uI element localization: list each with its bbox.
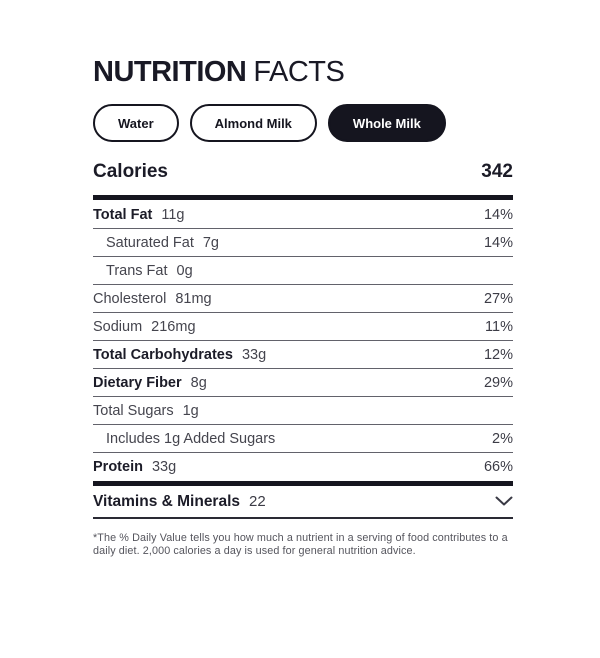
- nutrient-amount: 81mg: [175, 290, 212, 307]
- nutrient-daily-value: 12%: [483, 346, 513, 363]
- nutrient-row: Saturated Fat 7g 14%: [93, 229, 513, 257]
- nutrient-row: Total Carbohydrates 33g 12%: [93, 341, 513, 369]
- nutrition-facts-panel: NUTRITION FACTS Water Almond Milk Whole M…: [93, 58, 513, 559]
- nutrient-row: Total Fat 11g 14%: [93, 201, 513, 229]
- nutrient-label: Includes 1g Added Sugars: [106, 430, 276, 447]
- nutrient-label: Total Fat: [93, 206, 153, 223]
- nutrient-amount: 216mg: [151, 318, 196, 335]
- nutrient-rows: Total Fat 11g 14% Saturated Fat 7g 14% T…: [93, 201, 513, 481]
- nutrient-row: Dietary Fiber 8g 29%: [93, 369, 513, 397]
- page-title-secondary: FACTS: [253, 56, 345, 88]
- vitamins-minerals-row[interactable]: Vitamins & Minerals 22: [93, 486, 513, 519]
- nutrient-amount: 33g: [241, 346, 267, 363]
- nutrient-label: Sodium: [93, 318, 143, 335]
- daily-value-footnote: *The % Daily Value tells you how much a …: [93, 532, 508, 558]
- nutrient-label: Total Carbohydrates: [93, 346, 233, 363]
- nutrient-row: Protein 33g 66%: [93, 453, 513, 481]
- nutrient-row: Includes 1g Added Sugars 2%: [93, 425, 513, 453]
- nutrient-label: Trans Fat: [106, 262, 168, 279]
- nutrient-row: Trans Fat 0g: [93, 257, 513, 285]
- nutrient-amount: 0g: [176, 262, 193, 279]
- nutrient-daily-value: 29%: [483, 374, 513, 391]
- nutrient-daily-value: 14%: [483, 234, 513, 251]
- chevron-down-icon[interactable]: [495, 496, 513, 507]
- beverage-tab-almond-milk[interactable]: Almond Milk: [189, 104, 317, 142]
- vitamins-minerals-count: 22: [249, 492, 266, 510]
- calories-row: Calories 342: [93, 161, 513, 183]
- nutrient-amount: 11g: [161, 206, 185, 223]
- nutrient-daily-value: 27%: [483, 290, 513, 307]
- page-title-primary: NUTRITION: [93, 56, 247, 88]
- divider-thick-bottom: [93, 481, 513, 486]
- divider-thick-top: [93, 195, 513, 200]
- nutrient-label: Total Sugars: [93, 402, 174, 419]
- calories-label: Calories: [93, 161, 168, 182]
- nutrient-amount: 7g: [202, 234, 219, 251]
- nutrient-daily-value: 66%: [483, 459, 513, 475]
- nutrient-daily-value: 2%: [492, 430, 513, 447]
- vitamins-minerals-label: Vitamins & Minerals: [93, 492, 241, 510]
- nutrient-amount: 33g: [151, 459, 177, 475]
- nutrient-label: Protein: [93, 459, 143, 475]
- beverage-tab-water[interactable]: Water: [93, 104, 179, 142]
- nutrient-amount: 8g: [190, 374, 207, 391]
- beverage-tabs: Water Almond Milk Whole Milk: [93, 104, 513, 142]
- calories-value: 342: [481, 161, 513, 182]
- nutrient-label: Saturated Fat: [106, 234, 194, 251]
- nutrient-daily-value: 11%: [485, 318, 513, 335]
- page-title: NUTRITION FACTS: [93, 58, 513, 87]
- nutrient-label: Cholesterol: [93, 290, 167, 307]
- nutrient-row: Total Sugars 1g: [93, 397, 513, 425]
- nutrient-amount: 1g: [182, 402, 199, 419]
- beverage-tab-whole-milk[interactable]: Whole Milk: [327, 104, 446, 142]
- nutrient-label: Dietary Fiber: [93, 374, 182, 391]
- nutrient-row: Sodium 216mg 11%: [93, 313, 513, 341]
- nutrient-row: Cholesterol 81mg 27%: [93, 285, 513, 313]
- nutrient-daily-value: 14%: [483, 206, 513, 223]
